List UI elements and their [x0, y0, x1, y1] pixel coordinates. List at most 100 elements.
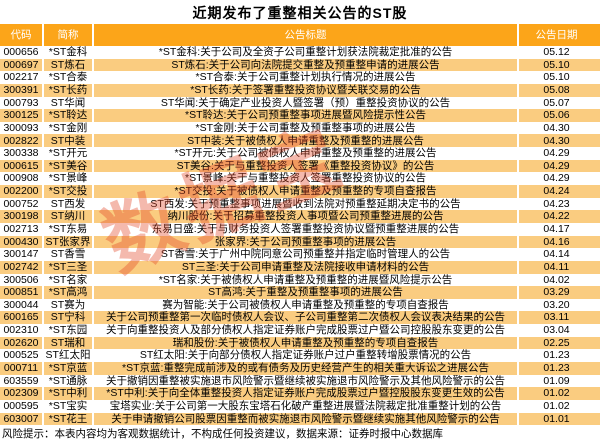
stock-name: *ST宝实 [44, 399, 94, 413]
announcement-title: *ST名家:关于被债权人申请重整及预重整的进展暨风险提示公告 [94, 273, 519, 287]
stock-code: 600165 [0, 311, 44, 325]
stock-code: 000615 [0, 159, 44, 173]
table-row: 000525 ST红太阳 ST红太阳:关于向部分债权人指定证券账户过户重整转增股… [0, 349, 600, 363]
stock-code: 000711 [0, 362, 44, 375]
stock-code: 000752 [0, 197, 44, 211]
stock-code: 000656 [0, 46, 44, 59]
announcement-title: ST华闻:关于确定产业投资人暨签署（预）重整投资协议的公告 [94, 96, 519, 110]
stock-code: 002309 [0, 387, 44, 400]
table-row: 603559 *ST通脉 关于撤销因重整被实施退市风险警示暨继续被实施退市风险警… [0, 374, 600, 388]
stock-code: 300125 [0, 109, 44, 122]
announcement-title: 宝塔实业:关于公司第一大股东宝塔石化破产重整进展暨法院裁定批准重整计划的公告 [94, 399, 519, 413]
table-header-row: 代码 简称 公告标题 公告日期 [0, 24, 600, 46]
announcement-date: 05.12 [543, 46, 570, 59]
announcement-title: *ST中利:关于向全体重整投资人指定证券账户完成股票过户暨控股股东变更生效的公告 [94, 387, 519, 400]
stock-name: ST炼石 [44, 58, 94, 72]
announcement-title: 赛为智能:关于公司被债权人申请重整及预重整的专项自查报告 [94, 298, 519, 312]
announcement-date: 05.10 [543, 58, 570, 71]
risk-disclaimer: 风险提示：本表内容均为客观数据统计，不构成任何投资建议，数据来源：证券时报中心数… [2, 428, 443, 440]
table-row: 300125 *ST聆达 *ST聆达:关于公司预重整事项进展暨风险提示性公告 0… [0, 109, 600, 122]
table-row: 300391 *ST长药 *ST长药:关于签署重整投资协议暨关联交易的公告 05… [0, 83, 600, 97]
stock-name: ST中装 [44, 134, 94, 148]
table-row: 000908 *ST景峰 *ST景峰:关于与重整投资人签署重整投资协议的公告 0… [0, 172, 600, 186]
stock-name: *ST景峰 [44, 172, 94, 186]
announcement-title: 张家界:关于公司预重整事项的进展公告 [94, 235, 519, 249]
stock-name: *ST金科 [44, 46, 94, 59]
table-row: 000697 ST炼石 ST炼石:关于公司向法院提交重整及预重整申请的进展公告 … [0, 58, 600, 72]
announcement-title: *ST金刚:关于公司重整及预重整事项的进展公告 [94, 121, 519, 135]
announcement-title: ST炼石:关于公司向法院提交重整及预重整申请的进展公告 [94, 58, 519, 72]
announcement-title: *ST交投:关于被债权人申请重整及预重整的专项自查报告 [94, 185, 519, 198]
announcement-date: 04.22 [543, 210, 570, 223]
stock-name: *ST花王 [44, 412, 94, 426]
announcement-title: *ST合泰:关于公司重整计划执行情况的进展公告 [94, 71, 519, 84]
table-row: 000793 ST华闻 ST华闻:关于确定产业投资人暨签署（预）重整投资协议的公… [0, 96, 600, 110]
announcement-date: 01.09 [543, 374, 570, 387]
stock-name: *ST三圣 [44, 260, 94, 274]
announcement-title: ST高鸿:关于重整及预重整事项的进展公告 [94, 286, 519, 299]
page-title: 近期发布了重整相关公告的ST股 [192, 5, 408, 21]
announcement-date: 05.10 [543, 71, 570, 84]
stock-name: *ST中利 [44, 387, 94, 400]
table-row: 002309 *ST中利 *ST中利:关于向全体重整投资人指定证券账户完成股票过… [0, 387, 600, 400]
table-row: 300338 *ST开元 *ST开元:关于公司被债权人申请重整及预重整的进展公告… [0, 147, 600, 160]
announcement-date: 04.24 [543, 185, 570, 198]
announcement-date: 01.02 [543, 387, 570, 400]
table-row: 000752 ST西发 ST西发:关于预重整事项进展暨收到法院对预重整延期决定书… [0, 197, 600, 211]
table-row: 002742 *ST三圣 ST三圣:关于公司申请重整及法院接收申请材料的公告 0… [0, 260, 600, 274]
announcement-title: 关于申请撤销公司股票因重整而被实施退市风险警示暨继续实施其他风险警示的公告 [94, 412, 519, 426]
stock-name: ST宁科 [44, 311, 94, 325]
announcement-title: 关于公司预重整第一次临时债权人会议、子公司重整第二次债权人会议表决结果的公告 [94, 311, 519, 325]
announcement-title: ST香雪:关于广州中院同意公司预重整并指定临时管理人的公告 [94, 248, 519, 261]
announcement-title: *ST京蓝:重整完成前涉及的或有债务及历史经营产生的相关重大诉讼之进展公告 [94, 362, 519, 375]
stock-name: ST香雪 [44, 248, 94, 261]
stock-code: 002310 [0, 324, 44, 337]
stock-name: *ST聆达 [44, 109, 94, 122]
stock-code: 603559 [0, 374, 44, 388]
stock-code: 300198 [0, 210, 44, 223]
table-row: 002310 *ST东园 关于向重整投资人及部分债权人指定证券账户完成股票过户暨… [0, 324, 600, 337]
announcement-title: ST三圣:关于公司申请重整及法院接收申请材料的公告 [94, 260, 519, 274]
stock-name: *ST京蓝 [44, 362, 94, 375]
announcement-date: 04.29 [543, 159, 570, 172]
table-row: 000615 *ST美谷 ST美谷:关于与重整投资人签署《重整投资协议》的公告 … [0, 159, 600, 173]
table-row: 000430 ST张家界 张家界:关于公司预重整事项的进展公告 04.16 [0, 235, 600, 249]
announcement-date: 04.29 [543, 172, 570, 185]
stock-code: 000697 [0, 58, 44, 72]
table-body: 000656 *ST金科 *ST金科:关于公司及全资子公司重整计划获法院裁定批准… [0, 46, 600, 426]
announcement-title: ST中装:关于被债权人申请重整及预重整的进展公告 [94, 134, 519, 148]
stock-code: 603007 [0, 412, 44, 426]
stock-code: 000908 [0, 172, 44, 186]
stock-code: 300506 [0, 273, 44, 287]
stock-name: ST纳川 [44, 210, 94, 223]
column-header-name: 简称 [44, 24, 94, 46]
announcement-date: 01.02 [543, 399, 570, 412]
stock-code: 002217 [0, 71, 44, 84]
stock-name: *ST金刚 [44, 121, 94, 135]
stock-name: *ST开元 [44, 147, 94, 160]
stock-name: *ST交投 [44, 185, 94, 198]
stock-code: 002620 [0, 336, 44, 350]
announcement-title: *ST景峰:关于与重整投资人签署重整投资协议的公告 [94, 172, 519, 186]
stock-name: *ST东园 [44, 324, 94, 337]
table-row: 000711 *ST京蓝 *ST京蓝:重整完成前涉及的或有债务及历史经营产生的相… [0, 362, 600, 375]
table-row: 002217 *ST合泰 *ST合泰:关于公司重整计划执行情况的进展公告 05.… [0, 71, 600, 84]
announcement-date: 03.29 [543, 286, 570, 299]
stock-code: 000851 [0, 286, 44, 299]
stock-code: 300147 [0, 248, 44, 261]
stock-name: *ST东易 [44, 222, 94, 236]
stock-name: ST张家界 [44, 235, 94, 249]
stock-name: ST瑞和 [44, 336, 94, 350]
announcement-date: 02.25 [543, 336, 570, 349]
stock-name: ST赛为 [44, 298, 94, 312]
announcement-date: 01.23 [543, 349, 570, 362]
announcement-date: 05.07 [543, 96, 570, 109]
announcement-title: *ST长药:关于签署重整投资协议暨关联交易的公告 [94, 83, 519, 97]
table-row: 002822 ST中装 ST中装:关于被债权人申请重整及预重整的进展公告 04.… [0, 134, 600, 148]
announcement-title: *ST聆达:关于公司预重整事项进展暨风险提示性公告 [94, 109, 519, 122]
announcement-date: 05.08 [543, 83, 570, 96]
table-row: 000851 *ST高鸿 ST高鸿:关于重整及预重整事项的进展公告 03.29 [0, 286, 600, 299]
stock-code: 002713 [0, 222, 44, 236]
table-row: 300093 *ST金刚 *ST金刚:关于公司重整及预重整事项的进展公告 04.… [0, 121, 600, 135]
announcement-date: 04.14 [543, 248, 570, 261]
